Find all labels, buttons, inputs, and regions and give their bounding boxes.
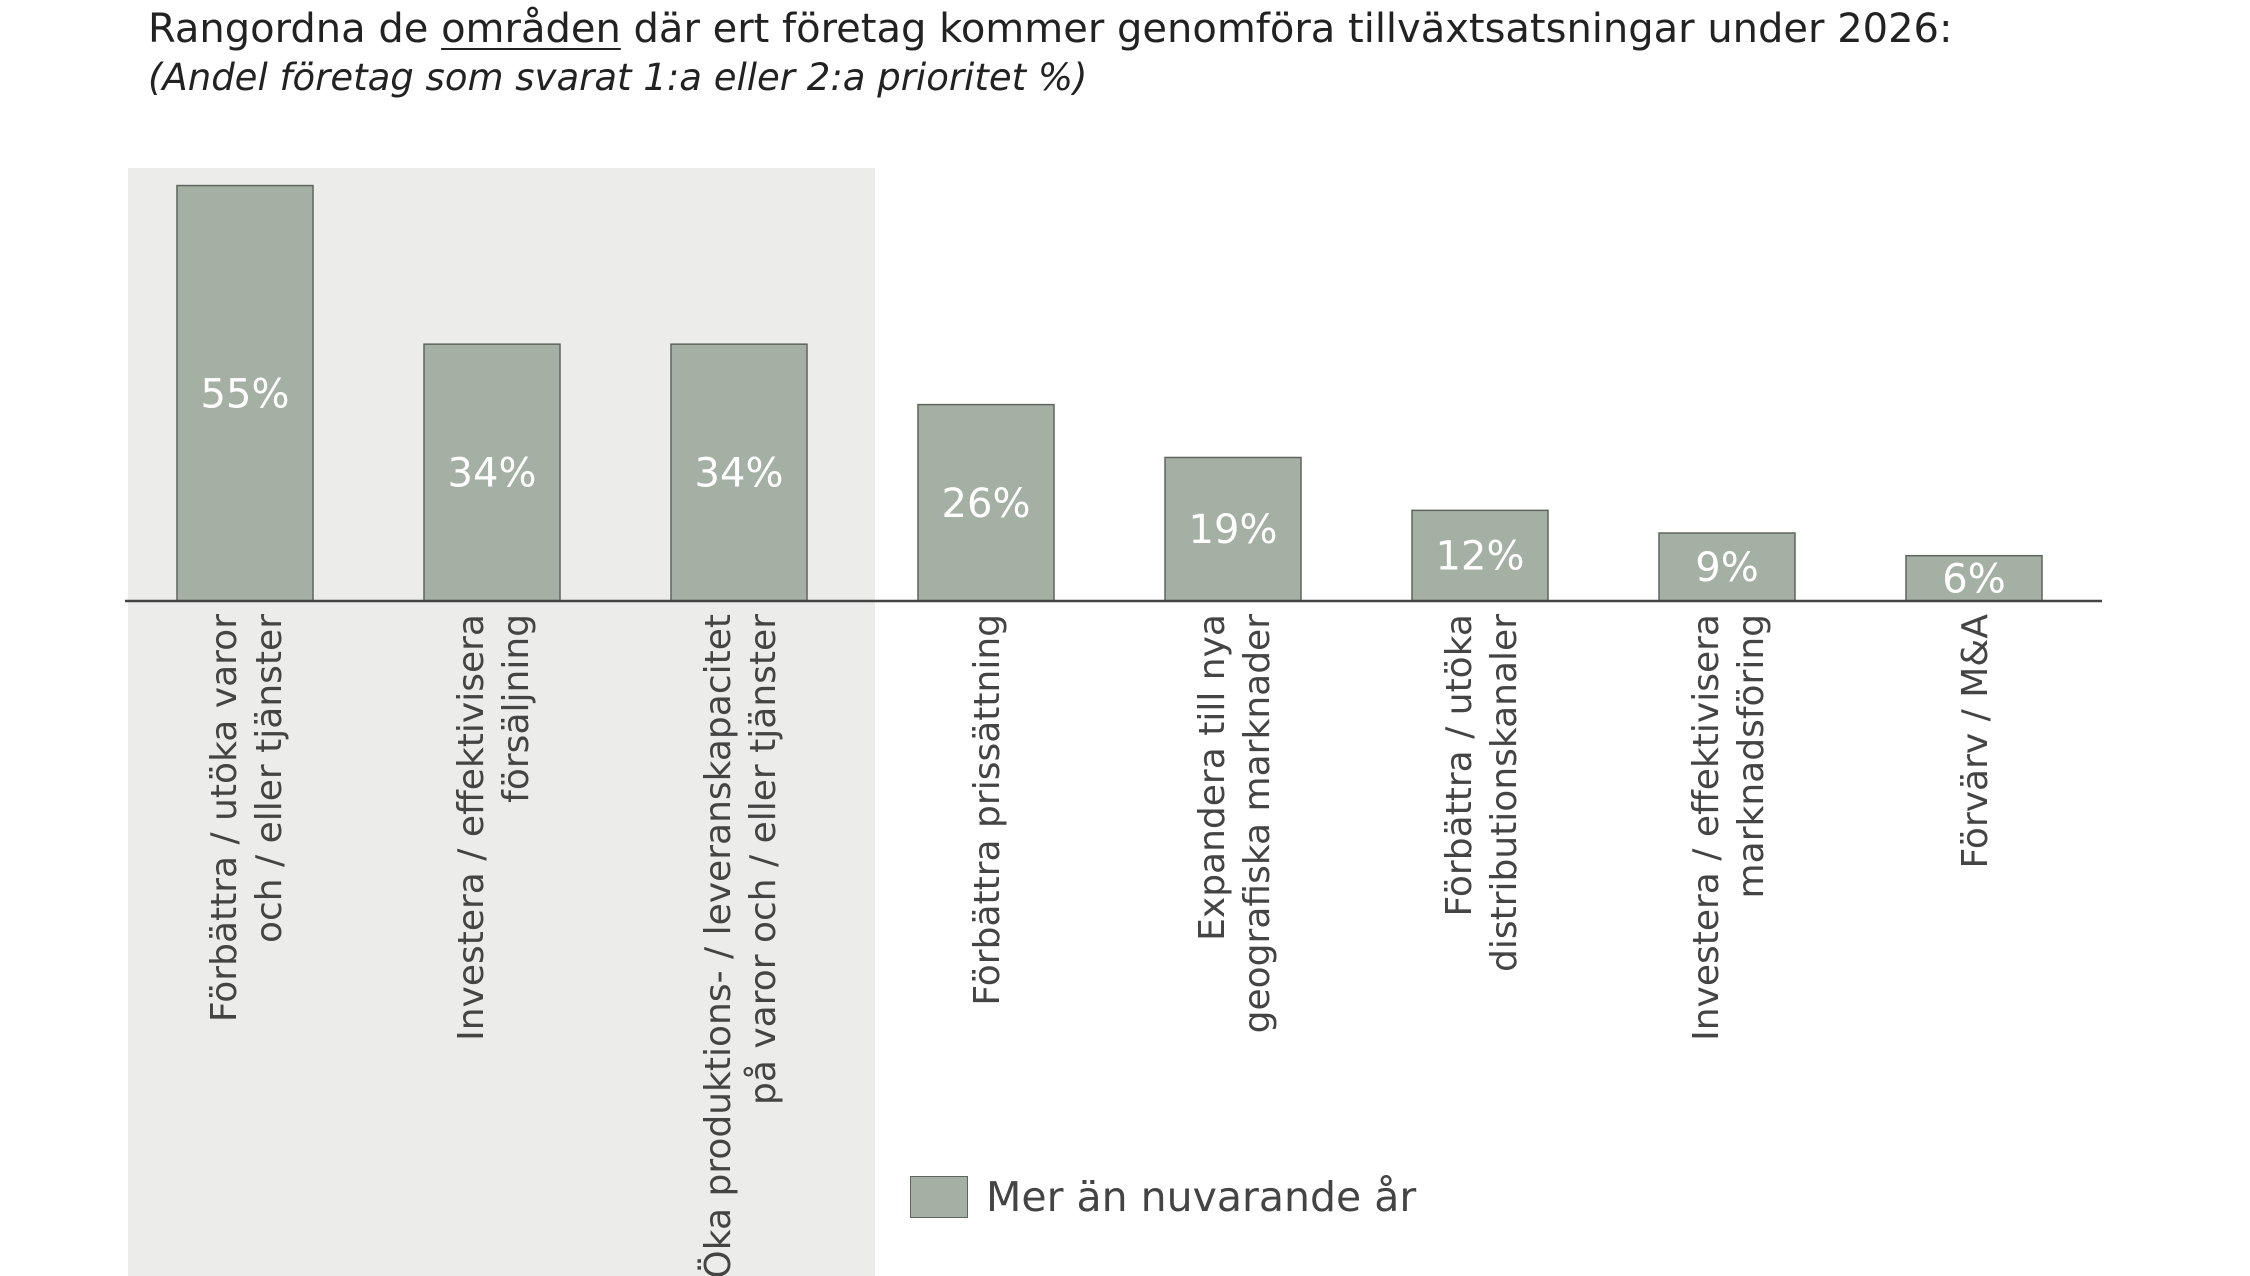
category-label-7-line-2: marknadsföring (1731, 614, 1772, 898)
legend-swatch (910, 1176, 968, 1218)
bar-2 (423, 343, 561, 602)
data-label-8: 6% (1942, 556, 2005, 602)
bar-3 (670, 343, 808, 602)
category-label-8-line-1: Förvärv / M&A (1955, 614, 1996, 869)
category-label-1-line-2: och / eller tjänster (249, 614, 290, 943)
bar-7 (1658, 532, 1796, 602)
chart-legend: Mer än nuvarande år (910, 1173, 1416, 1221)
chart-title-prefix: Rangordna de (148, 6, 442, 52)
chart-subtitle: (Andel företag som svarat 1:a eller 2:a … (148, 56, 1088, 99)
data-label-6: 12% (1436, 534, 1525, 580)
category-label-1-line-1: Förbättra / utöka varor (204, 614, 245, 1022)
data-label-5: 19% (1189, 507, 1278, 553)
bar-1 (176, 184, 314, 602)
category-label-5-line-2: geografiska marknader (1237, 614, 1278, 1034)
category-label-5-line-1: Expandera till nya (1192, 614, 1233, 941)
chart-title-suffix: där ert företag kommer genomföra tillväx… (620, 6, 1953, 52)
data-label-7: 9% (1695, 545, 1758, 591)
category-label-6-line-2: distributionskanaler (1484, 614, 1525, 972)
data-label-4: 26% (942, 481, 1031, 527)
category-label-3-line-1: Öka produktions- / leveranskapacitet (697, 614, 739, 1276)
bar-4 (917, 403, 1055, 602)
chart-title-underlined: områden (441, 6, 621, 52)
category-label-2-line-2: försäljning (496, 614, 537, 803)
data-label-3: 34% (695, 451, 784, 497)
data-label-1: 55% (201, 371, 290, 417)
data-label-2: 34% (448, 451, 537, 497)
bar-8 (1905, 554, 2043, 602)
category-label-4-line-1: Förbättra prissättning (967, 614, 1008, 1006)
category-label-6-line-1: Förbättra / utöka (1439, 614, 1480, 917)
legend-label: Mer än nuvarande år (986, 1173, 1417, 1221)
category-label-3-line-2: på varor och / eller tjänster (743, 614, 784, 1105)
category-label-2-line-1: Investera / effektivisera (451, 614, 492, 1041)
category-label-7-line-1: Investera / effektivisera (1686, 614, 1727, 1041)
chart-title: Rangordna de områden där ert företag kom… (148, 6, 1952, 52)
